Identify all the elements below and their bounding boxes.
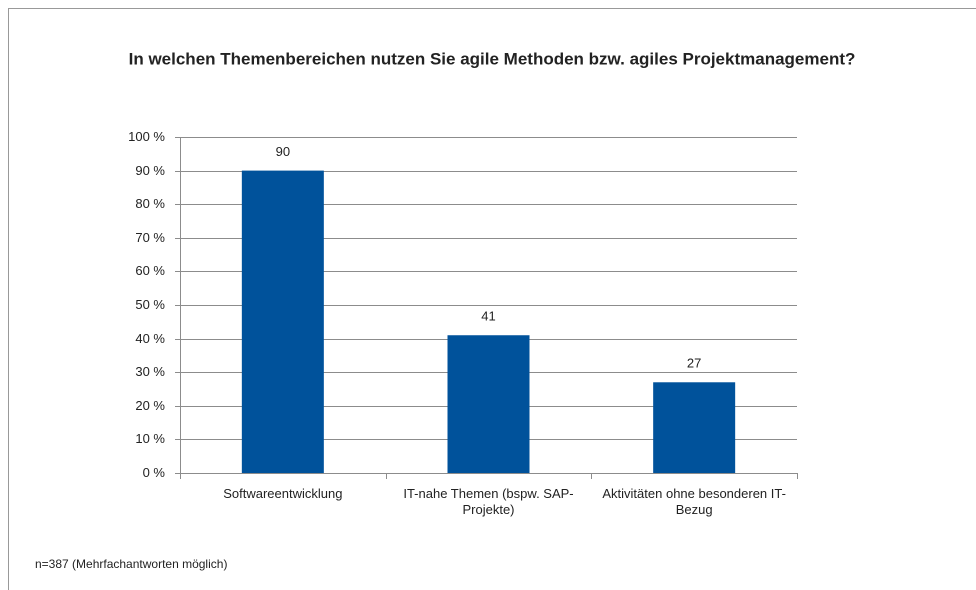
- y-tick-label: 30 %: [135, 364, 165, 379]
- x-tick-label: IT-nahe Themen (bspw. SAP-Projekte): [403, 486, 574, 517]
- y-tick-label: 60 %: [135, 263, 165, 278]
- y-tick-label: 10 %: [135, 431, 165, 446]
- y-tick-label: 80 %: [135, 196, 165, 211]
- y-tick-label: 0 %: [143, 465, 166, 480]
- y-tick-label: 90 %: [135, 163, 165, 178]
- y-tick-label: 20 %: [135, 398, 165, 413]
- y-tick-label: 100 %: [128, 129, 165, 144]
- y-tick-label: 40 %: [135, 331, 165, 346]
- bar: [447, 335, 530, 473]
- data-label: 27: [687, 356, 701, 371]
- data-label: 41: [481, 309, 495, 324]
- x-tick-label: Aktivitäten ohne besonderen IT-Bezug: [602, 486, 786, 517]
- footnote: n=387 (Mehrfachantworten möglich): [35, 557, 227, 571]
- x-tick-label: Softwareentwicklung: [223, 486, 343, 501]
- data-label: 90: [276, 144, 290, 159]
- bar: [241, 170, 324, 473]
- y-tick-label: 50 %: [135, 297, 165, 312]
- chart-title: In welchen Themenbereichen nutzen Sie ag…: [129, 49, 856, 68]
- bar: [653, 382, 736, 473]
- y-tick-label: 70 %: [135, 230, 165, 245]
- chart-frame: [8, 8, 976, 590]
